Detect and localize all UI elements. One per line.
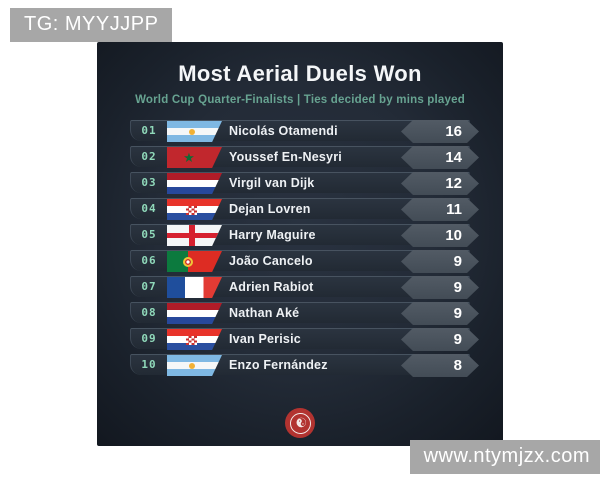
rank-label: 08 (141, 306, 157, 319)
table-row: 03 Virgil van Dijk 12 (130, 172, 470, 193)
morocco-flag-icon (167, 147, 222, 168)
value-label: 9 (453, 331, 462, 348)
value-label: 12 (445, 175, 462, 192)
player-name: Ivan Perisic (229, 332, 301, 346)
ranking-list: 01 Nicolás Otamendi 16 02 Youssef En-Nes… (130, 120, 470, 380)
player-name: Enzo Fernández (229, 358, 328, 372)
value-label: 9 (453, 279, 462, 296)
croatia-flag-icon (167, 329, 222, 350)
value-badge: 9 (401, 302, 479, 325)
value-label: 9 (453, 253, 462, 270)
brand-logo-icon: ☯ (285, 408, 315, 438)
portugal-flag-icon (167, 251, 222, 272)
croatia-flag-icon (167, 199, 222, 220)
table-row: 10 Enzo Fernández 8 (130, 354, 470, 375)
argentina-flag-icon (167, 355, 222, 376)
page-subtitle: World Cup Quarter-Finalists | Ties decid… (135, 94, 465, 106)
telegram-watermark-badge: TG: MYYJJPP (10, 8, 173, 42)
value-badge: 9 (401, 328, 479, 351)
player-name: Youssef En-Nesyri (229, 150, 342, 164)
rank-label: 01 (141, 124, 157, 137)
rank-label: 04 (141, 202, 157, 215)
argentina-flag-icon (167, 121, 222, 142)
value-badge: 16 (401, 120, 479, 143)
table-row: 09 Ivan Perisic 9 (130, 328, 470, 349)
value-badge: 14 (401, 146, 479, 169)
player-name: Adrien Rabiot (229, 280, 314, 294)
table-row: 01 Nicolás Otamendi 16 (130, 120, 470, 141)
value-label: 8 (453, 357, 462, 374)
stats-card: Most Aerial Duels Won World Cup Quarter-… (97, 42, 503, 446)
player-name: Dejan Lovren (229, 202, 311, 216)
yin-yang-icon: ☯ (285, 408, 315, 438)
value-badge: 8 (401, 354, 479, 377)
player-name: Harry Maguire (229, 228, 316, 242)
rank-label: 10 (141, 358, 157, 371)
value-badge: 9 (401, 250, 479, 273)
table-row: 05 Harry Maguire 10 (130, 224, 470, 245)
value-label: 10 (445, 227, 462, 244)
rank-label: 06 (141, 254, 157, 267)
player-name: Virgil van Dijk (229, 176, 315, 190)
value-label: 16 (445, 123, 462, 140)
player-name: Nicolás Otamendi (229, 124, 338, 138)
value-badge: 9 (401, 276, 479, 299)
page-title: Most Aerial Duels Won (178, 61, 422, 86)
value-label: 11 (446, 201, 462, 218)
table-row: 02 Youssef En-Nesyri 14 (130, 146, 470, 167)
netherlands-flag-icon (167, 303, 222, 324)
france-flag-icon (167, 277, 222, 298)
value-label: 9 (453, 305, 462, 322)
rank-label: 05 (141, 228, 157, 241)
rank-label: 02 (141, 150, 157, 163)
table-row: 08 Nathan Aké 9 (130, 302, 470, 323)
rank-label: 09 (141, 332, 157, 345)
rank-label: 03 (141, 176, 157, 189)
player-name: Nathan Aké (229, 306, 300, 320)
rank-label: 07 (141, 280, 157, 293)
table-row: 06 João Cancelo 9 (130, 250, 470, 271)
website-watermark-badge: www.ntymjzx.com (409, 440, 600, 474)
player-name: João Cancelo (229, 254, 313, 268)
value-badge: 12 (401, 172, 479, 195)
value-label: 14 (445, 149, 462, 166)
england-flag-icon (167, 225, 222, 246)
netherlands-flag-icon (167, 173, 222, 194)
table-row: 04 Dejan Lovren 11 (130, 198, 470, 219)
table-row: 07 Adrien Rabiot 9 (130, 276, 470, 297)
value-badge: 11 (401, 198, 479, 221)
value-badge: 10 (401, 224, 479, 247)
